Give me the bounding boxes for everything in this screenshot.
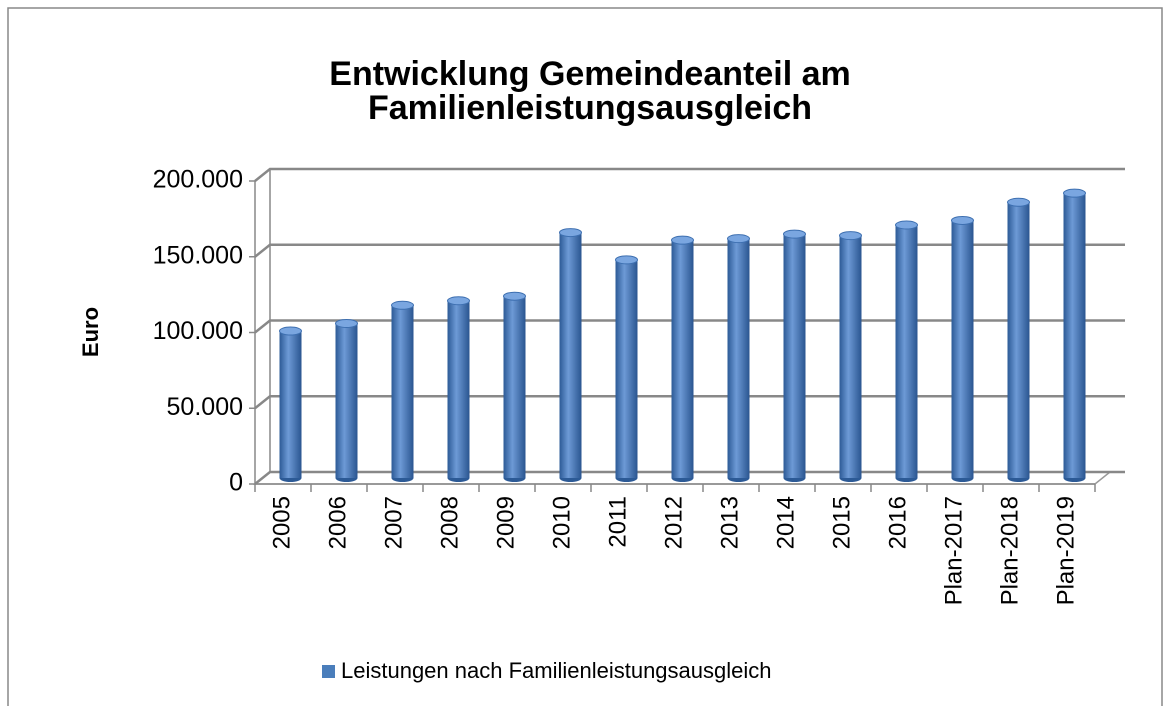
bar bbox=[895, 224, 918, 478]
y-axis-label: Euro bbox=[78, 307, 103, 357]
bar-top bbox=[335, 318, 358, 328]
bar-top bbox=[839, 231, 862, 241]
bar-top bbox=[559, 228, 582, 238]
y-tick-label: 200.000 bbox=[153, 166, 243, 194]
bar-top bbox=[727, 234, 750, 244]
x-tick-label: 2013 bbox=[716, 496, 743, 549]
bar bbox=[839, 235, 862, 478]
bar bbox=[391, 305, 414, 478]
y-tick-label: 100.000 bbox=[153, 317, 243, 345]
bar bbox=[279, 331, 302, 478]
x-tick-label: Plan-2017 bbox=[940, 496, 967, 605]
bar-top bbox=[895, 220, 918, 230]
x-tick-label: 2008 bbox=[436, 496, 463, 549]
x-tick-label: 2009 bbox=[492, 496, 519, 549]
bar bbox=[671, 240, 694, 478]
x-tick-label: Plan-2019 bbox=[1052, 496, 1079, 605]
bar bbox=[447, 300, 470, 478]
chart-title: Entwicklung Gemeindeanteil am bbox=[329, 55, 850, 93]
x-tick-label: 2007 bbox=[380, 496, 407, 549]
bar bbox=[559, 232, 582, 478]
bar bbox=[615, 259, 638, 478]
x-tick-label: 2005 bbox=[268, 496, 295, 549]
bar-top bbox=[503, 291, 526, 301]
bar bbox=[1007, 202, 1030, 478]
bar bbox=[503, 296, 526, 478]
bar-top bbox=[391, 300, 414, 310]
legend-label: Leistungen nach Familienleistungsausglei… bbox=[341, 658, 772, 683]
bar-top bbox=[1063, 188, 1086, 198]
legend-swatch bbox=[322, 665, 335, 678]
y-tick-label: 150.000 bbox=[153, 241, 243, 269]
bar-top bbox=[615, 255, 638, 265]
x-tick-label: 2010 bbox=[548, 496, 575, 549]
bar-top bbox=[279, 326, 302, 336]
x-tick-label: 2012 bbox=[660, 496, 687, 549]
bar bbox=[1063, 193, 1086, 478]
x-tick-label: 2011 bbox=[604, 496, 631, 548]
y-tick-label: 50.000 bbox=[167, 393, 243, 421]
bar bbox=[951, 220, 974, 478]
bar bbox=[727, 238, 750, 478]
y-tick-label: 0 bbox=[229, 469, 243, 497]
x-tick-label: 2016 bbox=[884, 496, 911, 549]
bar bbox=[783, 234, 806, 478]
x-tick-label: Plan-2018 bbox=[996, 496, 1023, 605]
x-tick-label: 2014 bbox=[772, 496, 799, 549]
bar-top bbox=[783, 229, 806, 239]
bar-top bbox=[447, 296, 470, 306]
bar-top bbox=[951, 215, 974, 225]
chart-title: Familienleistungsausgleich bbox=[368, 89, 812, 127]
bar bbox=[335, 323, 358, 478]
bar-top bbox=[1007, 197, 1030, 207]
x-tick-label: 2015 bbox=[828, 496, 855, 549]
x-tick-label: 2006 bbox=[324, 496, 351, 549]
bar-top bbox=[671, 235, 694, 245]
